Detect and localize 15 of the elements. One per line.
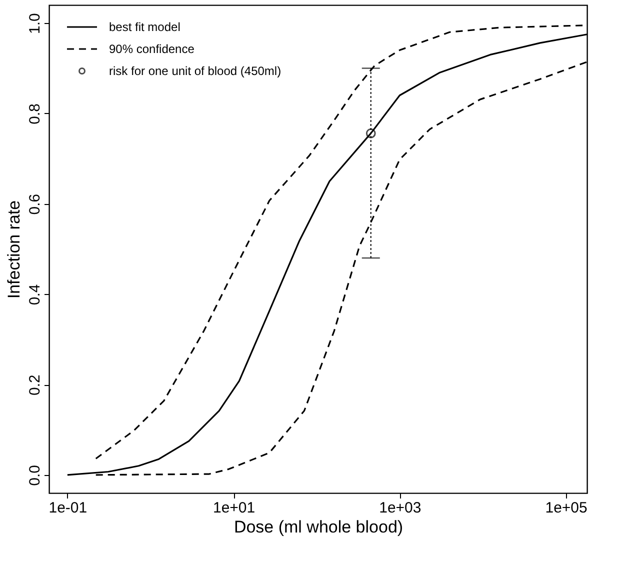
y-tick-label: 0.0 [26,464,44,486]
x-tick-label: 1e+01 [212,500,256,516]
y-tick-label: 0.6 [26,194,44,215]
y-tick-label: 1.0 [26,13,44,34]
y-tick-label: 0.8 [26,104,44,124]
legend-label: best fit model [109,20,180,34]
x-tick-label: 1e-01 [48,500,88,516]
x-tick-label: 1e+05 [545,500,588,516]
x-axis-title: Dose (ml whole blood) [234,518,404,536]
y-tick-label: 0.4 [26,284,44,306]
y-tick-label: 0.2 [26,374,44,396]
y-axis-title: Infection rate [4,200,24,299]
legend-label: 90% confidence [109,42,195,56]
x-tick-label: 1e+03 [379,500,422,516]
legend-label: risk for one unit of blood (450ml) [109,64,282,78]
